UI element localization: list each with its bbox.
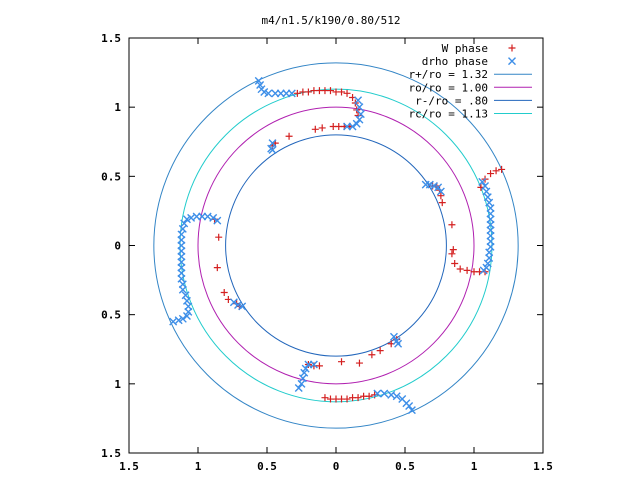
data-point: [294, 383, 303, 392]
y-tick-label: 1: [114, 101, 121, 114]
data-point: [321, 394, 329, 402]
data-point: [355, 115, 364, 124]
data-point: [213, 216, 222, 225]
legend-marker: [508, 57, 516, 66]
data-point: [448, 221, 456, 229]
data-point: [213, 264, 221, 272]
data-point: [365, 392, 373, 400]
data-point: [380, 389, 389, 398]
data-point: [180, 219, 189, 228]
x-tick-label: 1.5: [119, 460, 139, 473]
circle-line: [153, 62, 519, 429]
data-point: [343, 122, 352, 131]
chart-title: m4/n1.5/k190/0.80/512: [261, 14, 400, 27]
data-point: [354, 394, 362, 402]
data-point: [352, 119, 361, 128]
data-point: [407, 406, 416, 415]
legend-label: W phase: [442, 42, 488, 55]
circle-line: [179, 88, 493, 403]
data-point: [309, 360, 318, 369]
data-point: [478, 177, 487, 186]
data-point: [405, 401, 414, 410]
y-tick-label: 0.5: [101, 170, 121, 183]
data-point: [451, 259, 459, 267]
x-tick-label: 1: [471, 460, 478, 473]
data-point: [368, 351, 376, 359]
data-point: [392, 392, 401, 401]
x-tick-label: 1.5: [533, 460, 553, 473]
axis-ticks: [128, 37, 544, 454]
data-point: [343, 395, 351, 403]
y-tick-label: 1.5: [101, 32, 121, 45]
data-point: [437, 192, 445, 200]
series-w-phase: [211, 87, 506, 403]
data-point: [343, 89, 351, 97]
data-point: [238, 302, 247, 311]
x-tick-label: 0.5: [395, 460, 415, 473]
data-point: [268, 146, 277, 155]
data-point: [438, 199, 446, 207]
legend-marker: [508, 44, 516, 52]
data-point: [311, 125, 319, 133]
data-point: [301, 364, 310, 373]
y-tick-label: 0.5: [101, 309, 121, 322]
data-point: [338, 358, 346, 366]
data-point: [449, 246, 457, 254]
y-tick-label: 1: [114, 378, 121, 391]
data-point: [456, 265, 464, 273]
data-point: [498, 165, 506, 173]
data-point: [434, 183, 443, 192]
data-point: [394, 339, 403, 348]
x-tick-label: 0.5: [257, 460, 277, 473]
data-point: [178, 314, 187, 323]
data-point: [492, 167, 500, 175]
legend-label: drho phase: [422, 55, 488, 68]
data-point: [315, 362, 323, 370]
circle-line: [197, 106, 475, 385]
x-tick-labels: 1.5 1 0.5 0 0.5 1 1.5: [119, 460, 553, 473]
data-point: [376, 347, 384, 355]
data-point: [355, 359, 363, 367]
legend-label: ro/ro = 1.00: [409, 81, 488, 94]
data-point: [287, 89, 296, 98]
legend-label: r-/ro = .80: [415, 94, 488, 107]
data-point: [389, 332, 398, 341]
data-point: [285, 132, 293, 140]
data-point: [215, 233, 223, 241]
circle-line: [225, 134, 447, 357]
data-point: [436, 187, 445, 196]
y-tick-label: 1.5: [101, 447, 121, 460]
data-point: [338, 88, 346, 96]
data-point: [264, 89, 273, 98]
data-point: [293, 89, 301, 97]
data-point: [354, 96, 363, 105]
reference-circles: [153, 62, 519, 429]
y-tick-label: 0: [114, 240, 121, 253]
x-tick-label: 0: [333, 460, 340, 473]
data-point: [318, 124, 326, 132]
data-point: [209, 213, 218, 222]
data-point: [220, 289, 228, 297]
legend-label: r+/ro = 1.32: [409, 68, 488, 81]
y-tick-labels: 1.5 1 0.5 0 0.5 1 1.5: [101, 32, 121, 460]
data-point: [479, 266, 488, 275]
data-point: [448, 250, 456, 258]
data-point: [463, 266, 471, 274]
x-tick-label: 1: [195, 460, 202, 473]
legend-label: rc/ro = 1.13: [409, 108, 488, 121]
data-point: [229, 298, 238, 307]
series-drho-phase: [169, 76, 495, 415]
data-point: [373, 389, 382, 398]
data-point: [326, 87, 334, 95]
data-points: [169, 76, 506, 415]
data-point: [487, 170, 495, 178]
data-point: [304, 88, 312, 96]
data-point: [181, 291, 190, 300]
data-point: [355, 103, 364, 112]
